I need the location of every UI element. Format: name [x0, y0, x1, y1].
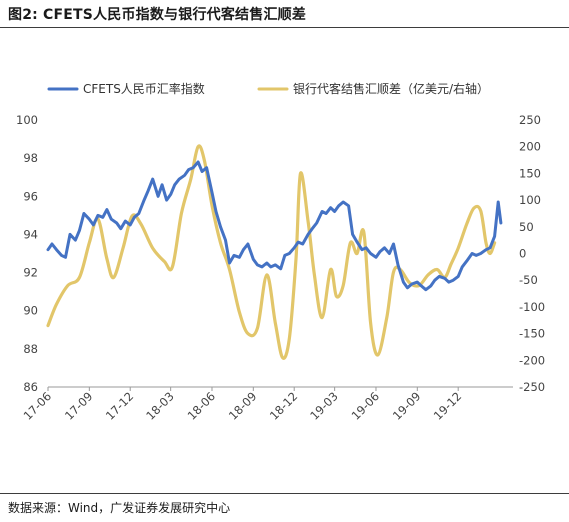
- legend: CFETS人民币汇率指数 银行代客结售汇顺差（亿美元/右轴）: [47, 81, 489, 96]
- y-left-tick-label: 98: [23, 151, 38, 165]
- source-rule: [0, 493, 569, 494]
- y-left-tick-label: 96: [23, 189, 38, 203]
- y-left-tick-label: 100: [16, 113, 38, 127]
- y-right-tick-label: 0: [519, 247, 526, 261]
- x-tick-label: 19-06: [349, 389, 383, 423]
- y-left-tick-label: 86: [23, 380, 38, 394]
- y-left-tick-label: 90: [23, 304, 38, 318]
- x-tick-label: 19-09: [390, 389, 424, 423]
- y-right-tick-label: 150: [519, 166, 541, 180]
- y-right-tick-label: -50: [519, 273, 538, 287]
- series-layer: [46, 144, 503, 360]
- x-tick-label: 18-09: [226, 389, 260, 423]
- y-right-tick-label: -250: [519, 380, 545, 394]
- x-tick-label: 18-06: [185, 389, 219, 423]
- y-right-tick-label: 50: [519, 220, 534, 234]
- y-left-tick-label: 94: [23, 227, 38, 241]
- y-right-tick-label: 100: [519, 193, 541, 207]
- y-right-tick-label: 250: [519, 113, 541, 127]
- figure-title: 图2: CFETS人民币指数与银行代客结售汇顺差: [8, 7, 307, 23]
- chart: CFETS人民币汇率指数 银行代客结售汇顺差（亿美元/右轴） 17-06 17-09…: [16, 81, 545, 423]
- y-right-tick-label: -150: [519, 327, 545, 341]
- y-right-tick-label: 200: [519, 140, 541, 154]
- x-tick-label: 18-03: [143, 389, 177, 423]
- y-right-tick-label: -100: [519, 300, 545, 314]
- x-tick-label: 19-03: [307, 389, 341, 423]
- title-bar: 图2: CFETS人民币指数与银行代客结售汇顺差: [0, 0, 569, 28]
- source-note: 数据来源：Wind，广发证券发展研究中心: [8, 501, 231, 515]
- legend-label: CFETS人民币汇率指数: [83, 81, 205, 96]
- x-tick-label: 17-12: [103, 389, 137, 423]
- legend-label: 银行代客结售汇顺差（亿美元/右轴）: [293, 81, 489, 96]
- y-left-tick-label: 88: [23, 342, 38, 356]
- x-tick-label: 17-06: [21, 389, 55, 423]
- series-line-fx-surplus: [46, 144, 497, 360]
- x-tick-label: 18-12: [267, 389, 301, 423]
- title-rule: [0, 27, 569, 28]
- y-right-tick-label: -200: [519, 353, 545, 367]
- series-line-cfets-index: [46, 160, 503, 292]
- y-left-tick-label: 92: [23, 266, 38, 280]
- x-tick-label: 19-12: [431, 389, 465, 423]
- x-tick-label: 17-09: [62, 389, 96, 423]
